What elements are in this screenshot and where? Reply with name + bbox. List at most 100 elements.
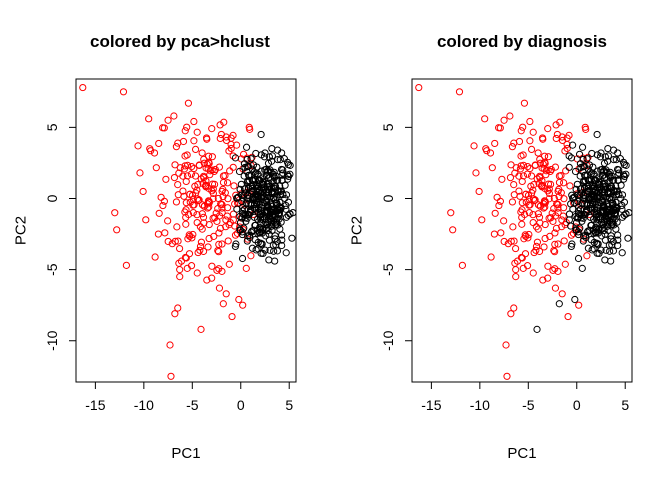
x-tick-label: 5 [621,397,629,413]
data-point [614,236,622,244]
data-point [218,240,226,248]
data-point [204,197,213,205]
data-point [540,204,548,212]
data-point [238,228,246,236]
data-point [495,124,503,132]
data-point [555,192,563,201]
data-point [247,171,255,179]
data-point [529,211,537,219]
data-point [518,220,526,228]
data-point [486,149,495,157]
data-point [241,185,249,193]
data-point [195,161,203,170]
data-point [268,144,276,153]
data-point [595,225,603,233]
data-point [539,276,547,284]
data-point [582,125,590,133]
data-point [208,262,216,270]
data-point [196,246,204,254]
data-point [229,210,238,218]
data-point [282,191,291,199]
data-point [187,170,195,178]
data-point [270,172,278,180]
data-point [595,181,603,189]
data-point [517,162,525,170]
data-point [225,221,233,229]
data-point [260,215,269,223]
data-point [576,160,585,168]
x-tick-label: 0 [237,397,245,413]
data-point [529,218,537,227]
data-point [574,254,583,263]
data-point [519,172,528,180]
data-point [520,235,528,243]
data-point [264,226,272,235]
data-point [560,204,568,212]
data-point [274,207,282,215]
data-point [574,228,582,236]
data-point [574,210,583,218]
y-axis-label: PC2 [12,216,29,245]
data-point [238,197,246,206]
data-point [497,229,505,237]
data-point [210,232,218,240]
data-point [551,240,559,248]
data-point [182,199,190,207]
data-point [500,237,508,246]
data-point [284,198,293,206]
data-point [593,240,601,248]
data-point [286,210,294,218]
data-point [472,169,480,177]
data-point [554,209,562,217]
data-point [198,201,207,209]
data-point [606,247,614,255]
data-point [529,128,537,136]
data-point [146,145,154,153]
data-point [569,141,577,149]
data-point [268,152,276,160]
data-point [568,240,576,248]
data-point [218,187,226,195]
data-point [578,199,586,207]
data-point [154,230,162,238]
data-point [142,216,150,224]
data-point [225,260,233,268]
y-tick-label: 5 [380,123,396,131]
data-point [171,161,179,169]
data-point [260,153,269,161]
data-point [592,180,600,188]
data-point [155,139,163,148]
data-point [189,230,197,239]
data-point [541,234,549,243]
data-point [516,192,524,200]
data-point [246,125,254,133]
data-point [183,123,191,131]
data-point [500,217,508,225]
data-point [587,221,596,229]
data-point [561,260,569,268]
data-point [535,213,544,221]
data-point [508,143,517,151]
data-point [197,238,206,246]
data-point [571,295,579,304]
data-point [175,169,183,177]
data-point [264,183,272,191]
data-point [278,231,286,239]
data-point [566,182,574,190]
data-point [235,167,244,176]
data-point [600,183,608,191]
data-point [572,219,581,227]
data-point [583,206,591,214]
data-point [559,212,567,220]
data-point [242,143,251,151]
data-point [577,185,585,193]
data-point [200,202,208,210]
data-point [203,276,211,284]
data-point [160,197,168,205]
data-point [603,208,611,216]
data-point [580,192,588,200]
data-point [267,208,275,216]
data-point [511,169,519,177]
data-point [244,184,253,192]
data-point [174,237,182,245]
